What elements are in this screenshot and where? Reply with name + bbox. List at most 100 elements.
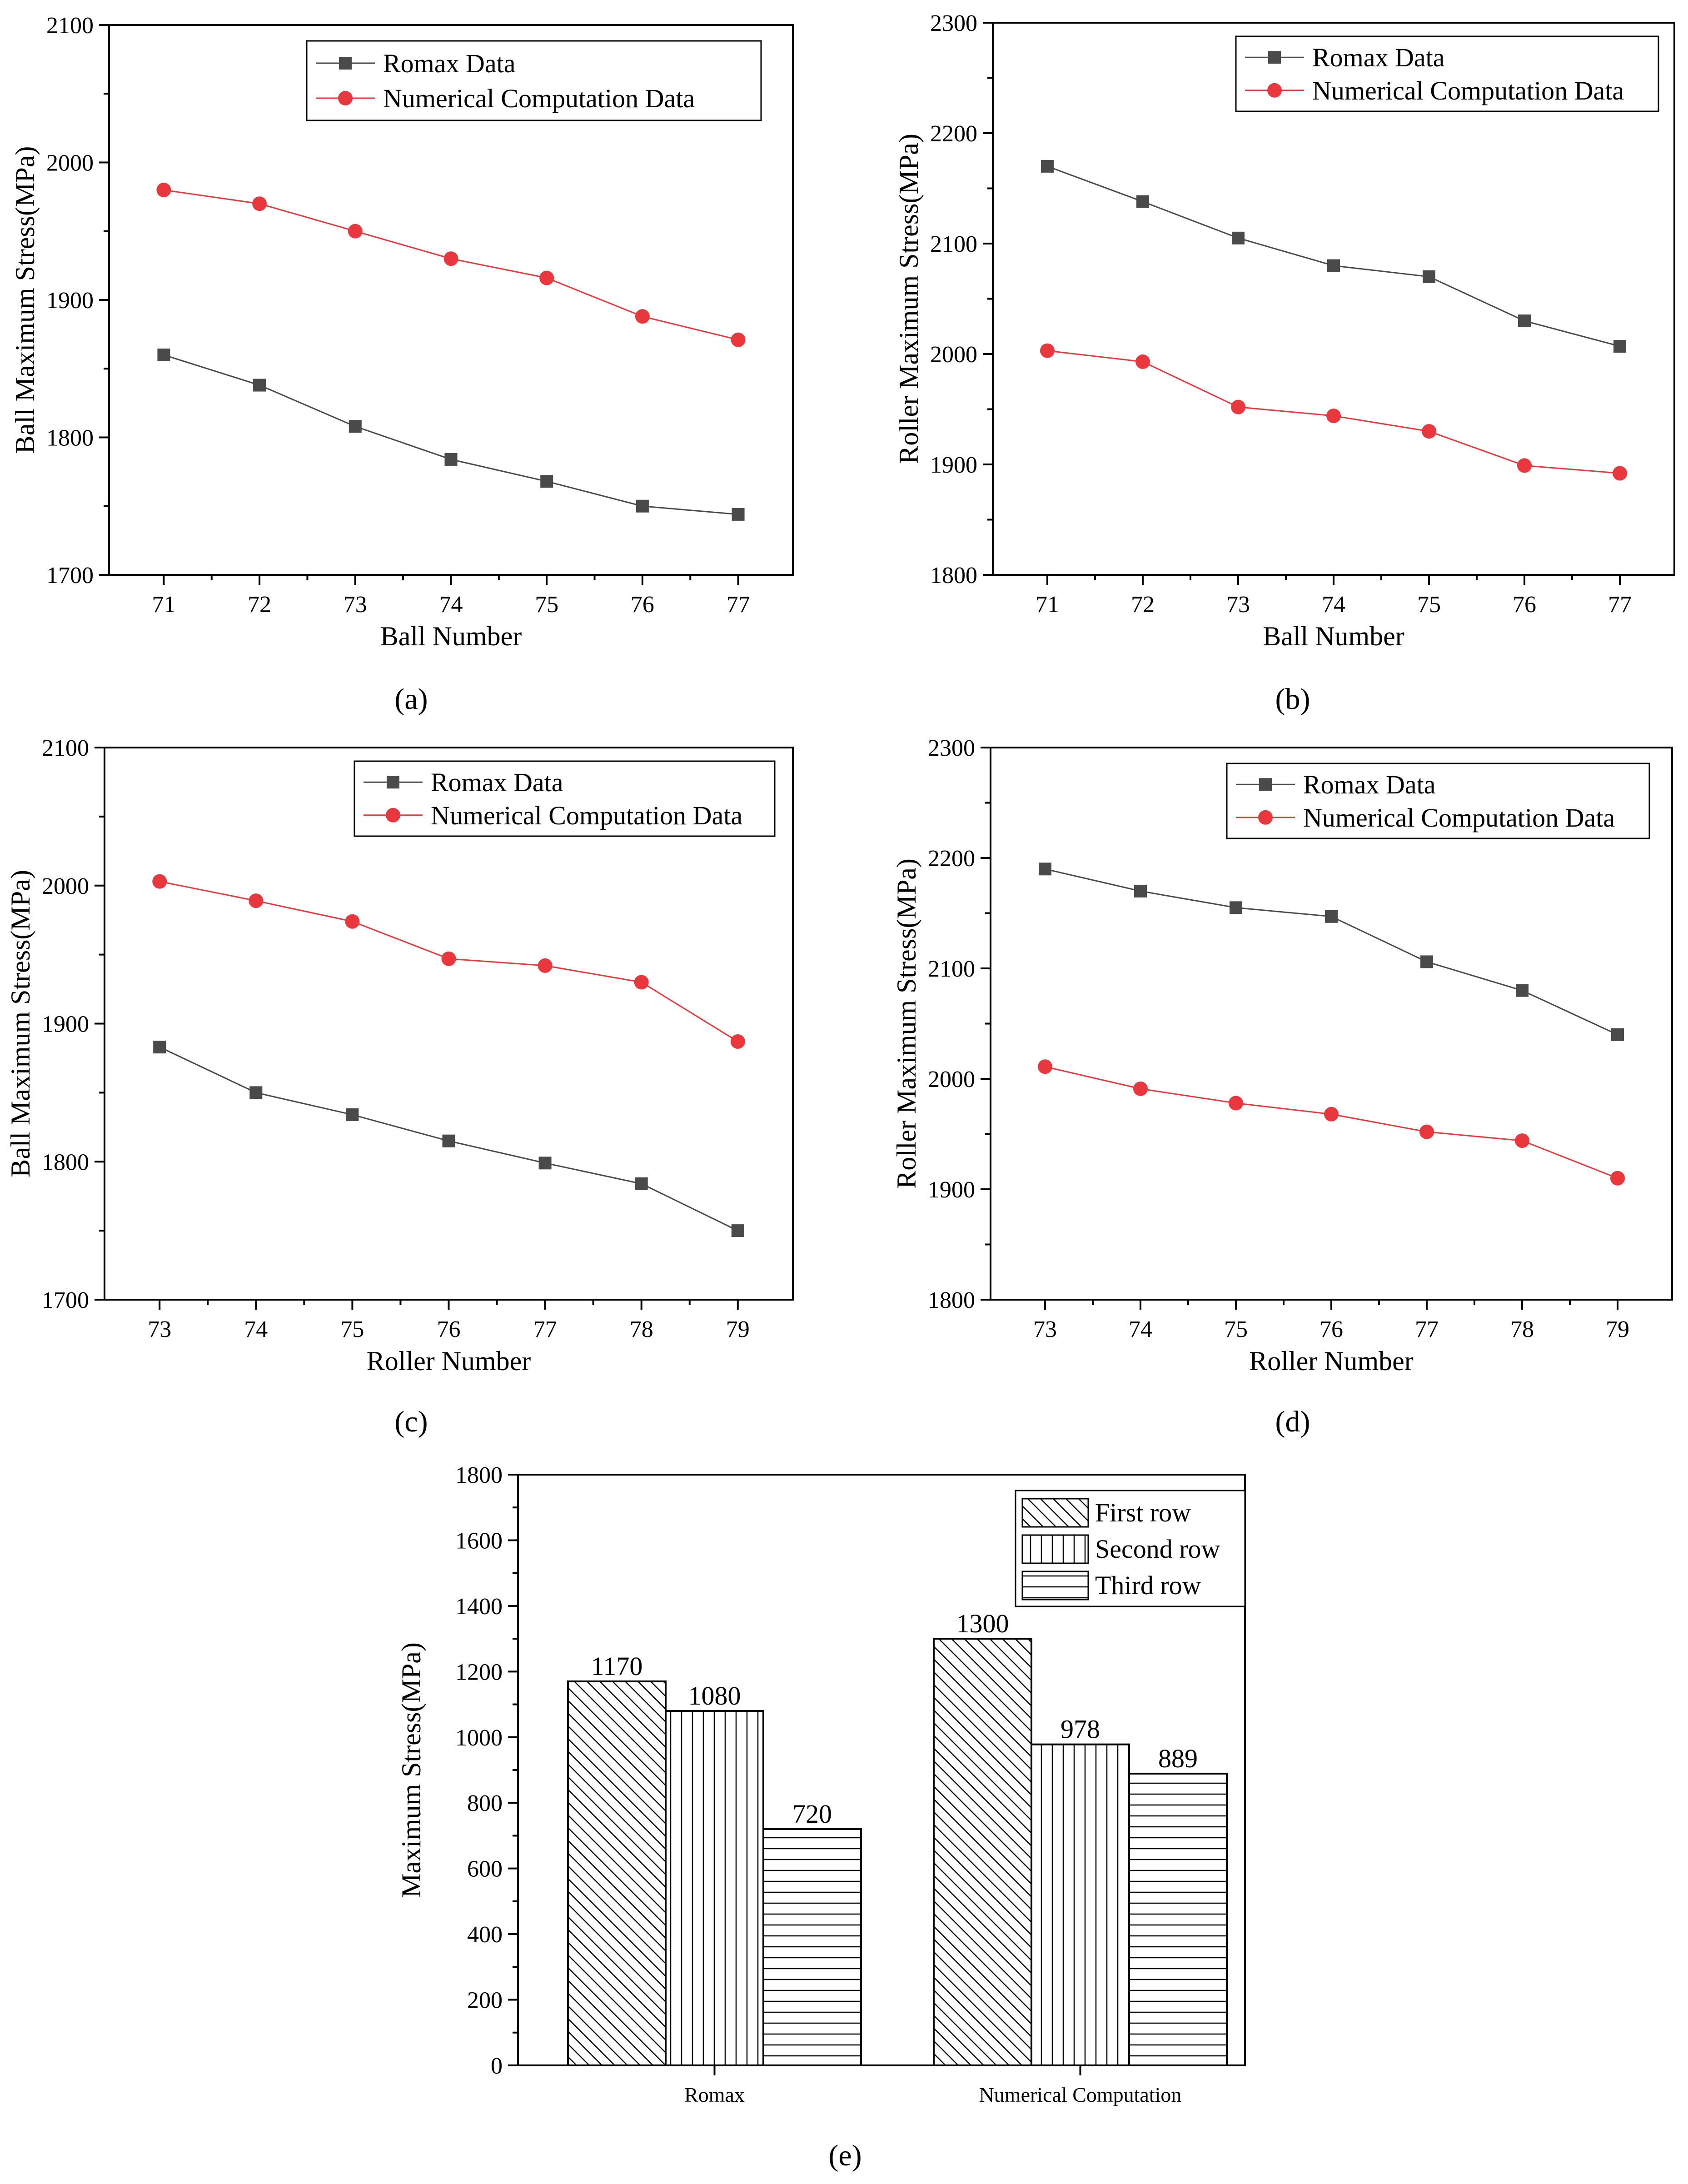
data-point-square (153, 1041, 166, 1054)
legend-label: Romax Data (1312, 43, 1445, 72)
x-tick-label: 73 (344, 592, 367, 618)
legend-marker-circle (386, 808, 400, 823)
y-tick-label: 1700 (42, 1287, 89, 1313)
legend-swatch-diagonal (1021, 1498, 1089, 1528)
y-tick-label: 1400 (455, 1594, 503, 1620)
bar-value-label: 1300 (956, 1609, 1009, 1638)
legend-label: Numerical Computation Data (383, 84, 695, 113)
data-point-circle (1229, 1096, 1243, 1111)
data-point-circle (1419, 1124, 1434, 1139)
x-tick-label: 76 (631, 592, 654, 618)
legend-box (354, 760, 776, 837)
x-tick-label: 74 (1322, 592, 1345, 618)
data-point-circle (1133, 1081, 1148, 1096)
y-tick-label: 1800 (455, 1462, 503, 1488)
legend-box (306, 40, 762, 121)
bar-vertical (665, 1710, 764, 2066)
x-tick-label: 77 (727, 592, 750, 618)
x-tick-label: 75 (535, 592, 558, 618)
data-point-circle (1422, 424, 1436, 439)
y-tick-label: 1600 (455, 1528, 503, 1554)
data-point-square (349, 420, 362, 433)
data-point-circle (441, 951, 456, 966)
data-point-square (732, 508, 745, 521)
panel-c-line-chart: 1700 1800 1900 2000 2100 73 74 75 76 77 78 79 Roller… (5, 735, 794, 1438)
legend-box (1235, 35, 1659, 112)
data-point-circle (345, 914, 360, 929)
y-tick-label: 1800 (930, 563, 977, 588)
y-tick-label: 2100 (930, 231, 977, 257)
panel-caption: (c) (394, 1405, 428, 1438)
series-line-1 (163, 354, 738, 515)
bar-horizontal (762, 1828, 862, 2066)
data-point-square (346, 1108, 359, 1121)
panel-e-bar-chart: 0 200 400 600 800 1000 1200 1400 1600 1800 Maximum… (396, 1462, 1246, 2172)
data-point-square (444, 453, 458, 466)
y-axis-title: Maximum Stress(MPa) (396, 1642, 426, 1898)
series-line-2 (1045, 1066, 1618, 1179)
data-point-circle (1326, 409, 1341, 424)
x-tick-label: 71 (152, 592, 175, 618)
x-tick-label: 72 (248, 592, 271, 618)
data-point-circle (539, 270, 554, 285)
data-point-square (1134, 884, 1147, 898)
y-tick-label: 1900 (928, 1177, 975, 1203)
legend-marker-circle (1267, 83, 1282, 98)
legend-label: Numerical Computation Data (431, 801, 742, 830)
x-axis-title: Ball Number (380, 621, 522, 651)
data-point-square (538, 1157, 552, 1170)
x-axis-title: Roller Number (367, 1346, 531, 1376)
data-point-circle (1515, 1133, 1529, 1148)
data-point-square (1327, 259, 1340, 272)
data-point-circle (348, 224, 363, 239)
y-tick-label: 2000 (42, 873, 89, 899)
bar-value-label: 1080 (688, 1681, 741, 1710)
x-tick-label: 76 (437, 1316, 461, 1342)
x-tick-label: 74 (1129, 1316, 1152, 1342)
data-point-circle (634, 975, 649, 990)
legend-label: Numerical Computation Data (1303, 803, 1615, 833)
x-tick-label: 71 (1036, 592, 1059, 618)
bar-value-label: 889 (1158, 1744, 1198, 1773)
y-tick-label: 1900 (930, 452, 977, 478)
data-point-square (442, 1134, 455, 1147)
x-category-label: Numerical Computation (979, 2083, 1182, 2106)
bar-horizontal (1128, 1772, 1228, 2066)
y-tick-label: 2000 (930, 342, 977, 368)
y-tick-label: 600 (467, 1856, 503, 1882)
data-point-square (1230, 901, 1242, 914)
y-tick-label: 2000 (46, 150, 94, 176)
x-tick-label: 75 (1224, 1316, 1248, 1342)
data-point-circle (443, 251, 458, 266)
data-point-square (1611, 1028, 1624, 1041)
data-point-square (1613, 339, 1626, 353)
y-tick-label: 1800 (46, 425, 94, 451)
x-tick-label: 77 (1415, 1316, 1439, 1342)
y-axis-title: Roller Maximum Stress(MPa) (891, 858, 921, 1189)
data-point-circle (1517, 458, 1532, 473)
x-tick-label: 73 (148, 1316, 171, 1342)
y-axis-title: Ball Maximum Stress(MPa) (10, 146, 40, 454)
data-point-square (1232, 231, 1245, 244)
panel-caption: (e) (828, 2139, 861, 2172)
x-tick-label: 74 (439, 592, 463, 618)
bar-diagonal (567, 1680, 667, 2066)
data-point-square (636, 499, 649, 513)
data-point-circle (156, 183, 171, 197)
data-point-square (1516, 984, 1529, 997)
x-tick-label: 75 (1417, 592, 1441, 618)
legend-marker-square (1268, 51, 1281, 64)
legend-label: Romax Data (1303, 770, 1436, 799)
x-tick-label: 75 (340, 1316, 364, 1342)
y-tick-label: 1800 (42, 1149, 89, 1175)
data-point-square (1423, 270, 1435, 283)
y-tick-label: 2200 (928, 846, 975, 872)
legend-label: Romax Data (383, 49, 516, 78)
legend-label: Third row (1095, 1571, 1201, 1600)
data-point-circle (1613, 466, 1627, 481)
data-point-square (1518, 314, 1531, 328)
data-point-square (731, 1224, 744, 1237)
bar-value-label: 1170 (591, 1651, 643, 1681)
data-point-square (249, 1086, 263, 1099)
